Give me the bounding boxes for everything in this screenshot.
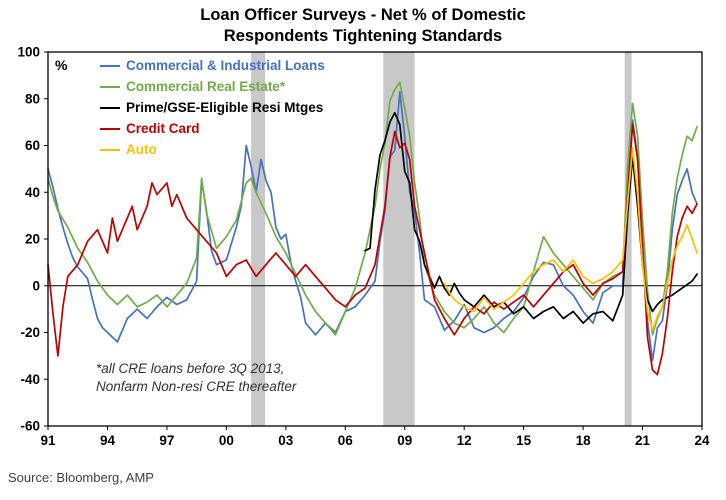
svg-text:80: 80 — [25, 91, 40, 106]
legend-line-swatch — [100, 148, 120, 151]
svg-text:97: 97 — [159, 433, 174, 448]
svg-text:-20: -20 — [20, 325, 40, 340]
svg-text:12: 12 — [457, 433, 472, 448]
legend-item-credit-card: Credit Card — [100, 118, 325, 139]
svg-text:00: 00 — [219, 433, 234, 448]
legend-item-auto: Auto — [100, 139, 325, 160]
legend-line-swatch — [100, 127, 120, 130]
chart-title-line2: Respondents Tightening Standards — [223, 27, 503, 46]
svg-text:60: 60 — [25, 138, 40, 153]
chart-title-line1: Loan Officer Surveys - Net % of Domestic — [200, 6, 526, 24]
svg-text:91: 91 — [40, 433, 56, 448]
legend-label: Commercial Real Estate* — [126, 79, 286, 94]
svg-text:06: 06 — [338, 433, 354, 448]
svg-text:15: 15 — [516, 433, 532, 448]
svg-text:0: 0 — [32, 278, 40, 293]
svg-text:94: 94 — [100, 433, 116, 448]
legend-item-resi-mtges: Prime/GSE-Eligible Resi Mtges — [100, 97, 325, 118]
y-axis-unit-label: % — [55, 57, 68, 73]
svg-text:03: 03 — [278, 433, 294, 448]
footnote-line2: Nonfarm Non-resi CRE thereafter — [96, 379, 297, 395]
legend-item-commercial-industrial: Commercial & Industrial Loans — [100, 55, 325, 76]
chart-title: Loan Officer Surveys - Net % of Domestic… — [0, 5, 726, 47]
legend-line-swatch — [100, 64, 120, 67]
svg-text:20: 20 — [25, 232, 40, 247]
legend-line-swatch — [100, 85, 120, 88]
footnote-line1: *all CRE loans before 3Q 2013, — [96, 361, 285, 376]
chart-legend: Commercial & Industrial Loans Commercial… — [100, 55, 325, 160]
svg-text:100: 100 — [17, 45, 40, 60]
legend-label: Prime/GSE-Eligible Resi Mtges — [126, 100, 324, 115]
svg-text:24: 24 — [694, 433, 710, 448]
svg-text:21: 21 — [635, 433, 651, 448]
legend-label: Auto — [126, 142, 157, 157]
svg-text:40: 40 — [25, 185, 40, 200]
svg-text:09: 09 — [397, 433, 412, 448]
legend-label: Credit Card — [126, 121, 200, 136]
svg-text:18: 18 — [576, 433, 592, 448]
svg-text:-40: -40 — [20, 372, 40, 387]
chart-footnote: *all CRE loans before 3Q 2013, Nonfarm N… — [96, 360, 296, 396]
legend-label: Commercial & Industrial Loans — [126, 58, 325, 73]
svg-text:-60: -60 — [20, 419, 40, 434]
source-text: Source: Bloomberg, AMP — [8, 470, 154, 485]
legend-item-commercial-real-estate: Commercial Real Estate* — [100, 76, 325, 97]
legend-line-swatch — [100, 106, 120, 109]
